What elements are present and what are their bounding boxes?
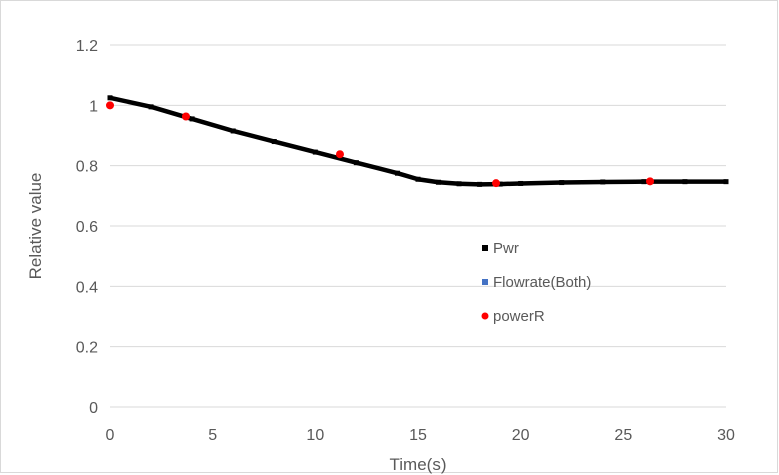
data-point — [189, 116, 195, 122]
y-tick-labels: 0 0.2 0.4 0.6 0.8 1 1.2 — [76, 38, 98, 417]
x-tick-label: 0 — [106, 427, 115, 444]
x-tick-label: 30 — [717, 427, 735, 444]
y-tick-label: 0.6 — [76, 219, 98, 236]
y-tick-label: 0.8 — [76, 159, 98, 176]
data-point — [181, 112, 190, 121]
x-tick-label: 15 — [409, 427, 427, 444]
series-pwr — [107, 95, 729, 187]
y-tick-label: 1 — [89, 98, 98, 115]
data-point — [497, 181, 503, 187]
data-point — [646, 177, 655, 186]
gridlines — [110, 44, 726, 408]
legend-marker — [481, 312, 489, 320]
legend-item: Pwr — [482, 240, 519, 257]
legend-item: powerR — [481, 308, 545, 325]
data-point — [456, 181, 462, 187]
data-point — [335, 150, 344, 159]
y-tick-label: 0.4 — [76, 279, 98, 296]
x-tick-label: 10 — [306, 427, 324, 444]
y-tick-label: 1.2 — [76, 38, 98, 55]
data-point — [106, 101, 114, 110]
legend-marker — [482, 279, 488, 285]
x-tick-label: 25 — [614, 427, 632, 444]
legend-label: Pwr — [493, 240, 519, 257]
data-point — [107, 95, 113, 101]
x-tick-label: 5 — [208, 427, 217, 444]
data-point — [271, 139, 277, 145]
y-tick-label: 0.2 — [76, 340, 98, 357]
data-point — [723, 179, 729, 185]
x-tick-labels: 0 5 10 15 20 25 30 — [106, 427, 735, 444]
data-series — [106, 95, 729, 188]
y-tick-label: 0 — [89, 400, 98, 417]
data-point — [436, 179, 442, 185]
series-line — [109, 95, 726, 187]
data-point — [312, 149, 318, 155]
data-point — [415, 176, 421, 182]
data-point — [600, 179, 606, 185]
legend-label: powerR — [493, 308, 545, 325]
data-point — [682, 179, 688, 185]
legend: Pwr Flowrate(Both) powerR — [481, 240, 591, 325]
x-tick-label: 20 — [512, 427, 530, 444]
legend-label: Flowrate(Both) — [493, 274, 591, 291]
data-point — [641, 179, 647, 185]
series-powerr — [106, 101, 655, 188]
legend-item: Flowrate(Both) — [482, 274, 591, 291]
legend-marker — [482, 245, 488, 251]
data-point — [518, 180, 524, 186]
data-point — [477, 181, 483, 187]
y-axis-title: Relative value — [26, 173, 45, 280]
data-point — [559, 180, 565, 186]
x-axis-title: Time(s) — [390, 455, 447, 474]
data-point — [148, 104, 154, 110]
data-point — [492, 179, 501, 188]
data-point — [230, 128, 236, 134]
data-point — [353, 160, 359, 166]
data-point — [394, 170, 400, 176]
